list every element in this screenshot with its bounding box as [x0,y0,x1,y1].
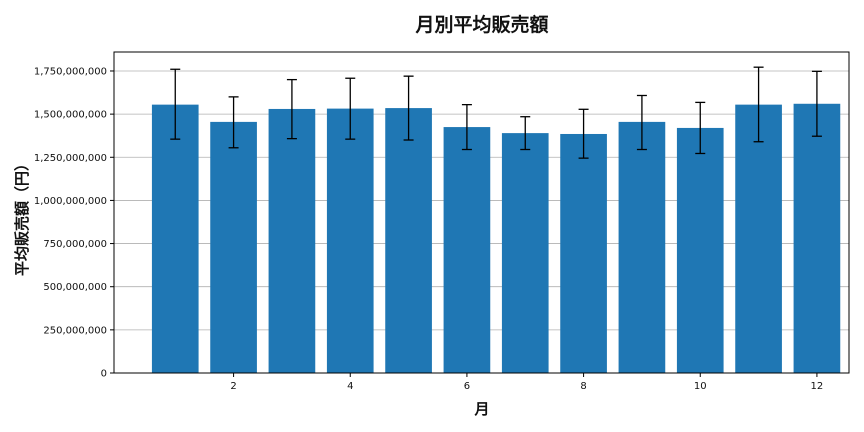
bar [560,133,607,373]
bar [618,121,666,373]
error-bars [170,66,822,159]
y-axis-ticks: 0 250,000,000 500,000,000 750,000,000 1,000,… [34,66,114,380]
bar [735,104,782,374]
x-tick-label: 4 [347,381,353,392]
x-tick-label: 10 [694,381,707,392]
y-tick-label: 1,750,000,000 [34,66,107,77]
x-tick-label: 6 [464,381,470,392]
y-tick-label: 250,000,000 [43,325,107,336]
x-tick-label: 2 [230,381,236,392]
bar [443,127,491,374]
bar [151,104,199,374]
bar [326,108,374,374]
y-tick-label: 1,500,000,000 [34,110,107,121]
bar [793,103,841,373]
x-axis-label: 月 [473,400,489,418]
x-tick-label: 8 [580,381,586,392]
y-tick-label: 0 [101,369,107,380]
bar [501,133,549,373]
y-tick-label: 500,000,000 [43,282,107,293]
chart-title: 月別平均販売額 [414,13,548,36]
bars [151,103,841,374]
y-tick-label: 1,250,000,000 [34,153,107,164]
bar [676,127,724,373]
bar [268,108,316,374]
y-tick-label: 1,000,000,000 [34,196,107,207]
x-axis-ticks: 2 4 6 8 10 12 [230,373,823,392]
x-tick-label: 12 [811,381,824,392]
plot-frame [113,51,850,374]
y-tick-label: 750,000,000 [43,239,107,250]
bar [385,108,432,373]
y-axis-label: 平均販売額（円） [13,156,31,276]
bar [210,121,257,373]
